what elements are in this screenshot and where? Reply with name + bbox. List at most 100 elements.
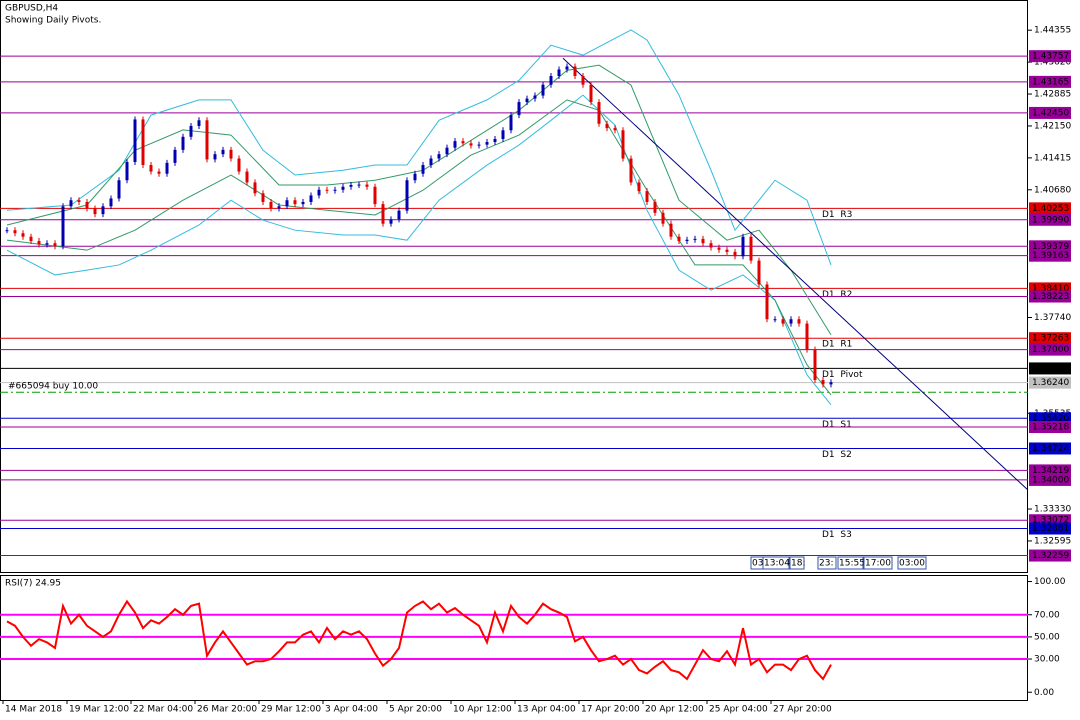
candle <box>445 147 449 155</box>
x-tick-label: 17 Apr 20:00 <box>581 705 640 715</box>
bollinger-band <box>6 29 832 266</box>
candle <box>173 149 177 163</box>
level-box <box>1029 50 1071 63</box>
candle <box>125 162 129 181</box>
candle <box>725 249 729 252</box>
candle <box>365 184 369 187</box>
candle <box>733 251 737 257</box>
level-price: 1.36240 <box>1032 378 1069 388</box>
level-price: 1.34219 <box>1032 466 1069 476</box>
candle <box>477 144 481 146</box>
candle <box>581 76 585 85</box>
chart-subtitle: Showing Daily Pivots. <box>5 16 101 26</box>
level-box <box>1029 421 1071 434</box>
candle <box>749 236 753 261</box>
candle <box>389 219 393 224</box>
candle <box>13 230 17 234</box>
candle <box>829 382 833 385</box>
time-box-label: 03:00 <box>899 559 925 569</box>
candle <box>821 380 825 385</box>
candle <box>45 243 49 245</box>
candle <box>637 182 641 192</box>
candle <box>341 186 345 190</box>
bollinger-band <box>6 64 832 336</box>
level-price: 1.37000 <box>1032 345 1069 355</box>
candle <box>413 173 417 181</box>
candle <box>109 198 113 207</box>
level-tag: D1 R3 <box>822 210 852 220</box>
y-tick-label: 1.42885 <box>1034 90 1071 100</box>
level-box <box>1029 332 1071 345</box>
y-tick-label: 1.42150 <box>1034 121 1071 131</box>
level-price: 1.34724 <box>1032 444 1069 454</box>
level-box <box>1029 376 1071 389</box>
candle <box>245 171 249 183</box>
candle <box>685 239 689 242</box>
time-box <box>837 556 864 570</box>
candle <box>653 201 657 213</box>
candle <box>309 195 313 202</box>
candle <box>101 206 105 215</box>
level-price: 1.39163 <box>1032 251 1069 261</box>
candle <box>333 189 337 191</box>
candle <box>469 143 473 146</box>
level-tag: D1 R2 <box>822 290 852 300</box>
level-price: 1.43757 <box>1032 52 1069 62</box>
x-tick-label: 5 Apr 20:00 <box>389 705 442 715</box>
x-tick-label: 22 Mar 04:00 <box>133 705 193 715</box>
level-box <box>1029 362 1071 375</box>
y-tick-label: 30.00 <box>1034 655 1060 665</box>
candle <box>517 102 521 116</box>
candle <box>677 236 681 242</box>
level-price: 1.39990 <box>1032 215 1069 225</box>
candle <box>213 154 217 160</box>
level-price: 1.37263 <box>1032 334 1069 344</box>
candle <box>525 98 529 103</box>
candle <box>621 130 625 159</box>
y-tick-label: 100.00 <box>1034 577 1066 587</box>
candle <box>397 210 401 220</box>
level-price: 1.43165 <box>1032 77 1069 87</box>
candle <box>165 162 169 174</box>
candle <box>781 319 785 324</box>
candle <box>717 247 721 250</box>
candle <box>181 136 185 150</box>
candle <box>453 141 457 148</box>
level-box <box>1029 522 1071 535</box>
order-label: #665094 buy 10.00 <box>8 382 98 392</box>
x-tick-label: 29 Mar 12:00 <box>261 705 321 715</box>
level-price: 1.38223 <box>1032 292 1069 302</box>
time-box <box>863 556 893 570</box>
y-tick-label: 1.44355 <box>1034 26 1071 36</box>
candle <box>669 223 673 237</box>
x-tick-label: 10 Apr 12:00 <box>453 705 512 715</box>
level-box <box>1029 249 1071 262</box>
candle <box>117 180 121 199</box>
candle <box>69 200 73 207</box>
candle <box>805 323 809 350</box>
candle <box>533 95 537 99</box>
x-tick-label: 13 Apr 04:00 <box>517 705 576 715</box>
bollinger-band <box>6 94 832 406</box>
candle <box>629 158 633 183</box>
level-price: 1.35218 <box>1032 423 1069 433</box>
candle <box>485 142 489 145</box>
level-box <box>1029 442 1071 455</box>
level-box <box>1029 473 1071 486</box>
candle <box>21 233 25 237</box>
level-price: 1.40253 <box>1032 204 1069 214</box>
level-box <box>1029 213 1071 226</box>
candle <box>293 200 297 205</box>
level-price: 1.32881 <box>1032 524 1069 534</box>
time-box-label: 18: <box>791 559 805 569</box>
candle <box>757 260 761 285</box>
candle <box>493 138 497 143</box>
candle <box>541 84 545 96</box>
candle <box>133 119 137 163</box>
y-tick-label: 1.40680 <box>1034 185 1071 195</box>
candle <box>405 180 409 211</box>
level-price: 1.39379 <box>1032 242 1069 252</box>
time-box <box>789 556 805 570</box>
y-tick-label: 1.41415 <box>1034 153 1071 163</box>
candle <box>189 125 193 137</box>
